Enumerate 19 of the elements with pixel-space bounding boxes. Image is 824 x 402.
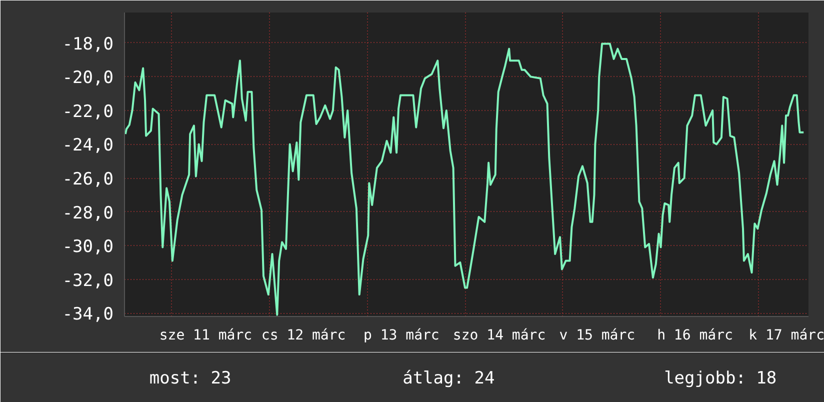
x-tick-label: cs 12 márc bbox=[261, 328, 346, 344]
text: most: 23 bbox=[149, 368, 232, 388]
x-tick-label: szo 14 márc bbox=[452, 328, 546, 344]
y-tick-label: -22,0 bbox=[62, 102, 114, 122]
x-tick-label: p 13 márc bbox=[364, 328, 440, 344]
y-tick-label: -20,0 bbox=[62, 68, 114, 88]
x-tick-label: v 15 márc bbox=[559, 328, 636, 344]
y-tick-label: -30,0 bbox=[62, 237, 114, 258]
x-tick-label: h 16 márc bbox=[657, 328, 733, 344]
text: legjobb: 18 bbox=[664, 368, 777, 388]
y-tick-label: -34,0 bbox=[62, 304, 114, 325]
y-tick-label: -26,0 bbox=[62, 170, 114, 190]
y-tick-label: -18,0 bbox=[62, 34, 114, 54]
x-tick-label: sze 11 márc bbox=[159, 328, 252, 344]
y-tick-label: -28,0 bbox=[62, 203, 114, 224]
x-tick-label: k 17 márc bbox=[748, 328, 824, 344]
y-tick-label: -32,0 bbox=[62, 270, 114, 291]
y-tick-label: -24,0 bbox=[62, 136, 114, 156]
text: átlag: 24 bbox=[402, 368, 495, 388]
